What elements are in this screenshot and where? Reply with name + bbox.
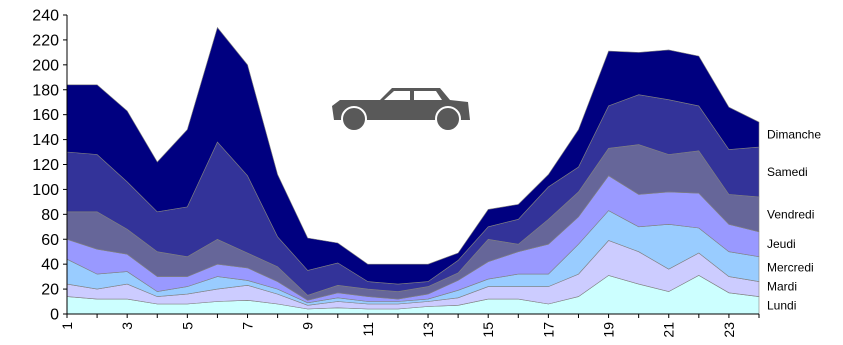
legend-label-lundi: Lundi xyxy=(767,298,796,312)
y-tick-label: 20 xyxy=(41,282,59,299)
y-tick-label: 0 xyxy=(50,307,59,324)
legend-label-vendredi: Vendredi xyxy=(767,207,814,221)
legend: Lundi Mardi Mercredi Jeudi Vendredi Samedi Dim… xyxy=(767,128,821,313)
y-tick-label: 120 xyxy=(32,157,59,174)
y-tick-label: 140 xyxy=(32,132,59,149)
x-tick-label: 3 xyxy=(119,322,135,330)
x-tick-label: 13 xyxy=(420,322,436,338)
x-tick-label: 17 xyxy=(540,322,556,338)
x-tick-label: 15 xyxy=(480,322,496,338)
car-icon xyxy=(332,88,470,132)
y-tick-label: 160 xyxy=(32,107,59,124)
y-tick-label: 60 xyxy=(41,232,59,249)
x-tick-label: 23 xyxy=(721,322,737,338)
x-tick-label: 9 xyxy=(300,322,316,330)
x-tick-label: 19 xyxy=(601,322,617,338)
legend-label-samedi: Samedi xyxy=(767,165,808,179)
x-axis-ticks: 1 3 5 7 9 11 13 15 17 19 21 23 xyxy=(59,314,760,338)
chart-areas xyxy=(66,26,760,315)
legend-label-mercredi: Mercredi xyxy=(767,260,814,274)
legend-label-jeudi: Jeudi xyxy=(767,237,796,251)
legend-label-dimanche: Dimanche xyxy=(767,128,821,142)
y-axis-ticks: 0 20 40 60 80 100 120 140 160 180 200 220 240 xyxy=(32,8,67,324)
y-tick-label: 80 xyxy=(41,207,59,224)
y-tick-label: 180 xyxy=(32,82,59,99)
y-tick-label: 220 xyxy=(32,32,59,49)
legend-label-mardi: Mardi xyxy=(767,279,797,293)
y-tick-label: 40 xyxy=(41,257,59,274)
y-tick-label: 100 xyxy=(32,182,59,199)
x-tick-label: 1 xyxy=(59,322,75,330)
y-tick-label: 240 xyxy=(32,8,59,25)
x-tick-label: 7 xyxy=(240,322,256,330)
x-tick-label: 11 xyxy=(360,322,376,337)
x-tick-label: 21 xyxy=(661,322,677,338)
area-series-dimanche xyxy=(66,26,760,285)
x-tick-label: 5 xyxy=(179,322,195,330)
y-tick-label: 200 xyxy=(32,57,59,74)
